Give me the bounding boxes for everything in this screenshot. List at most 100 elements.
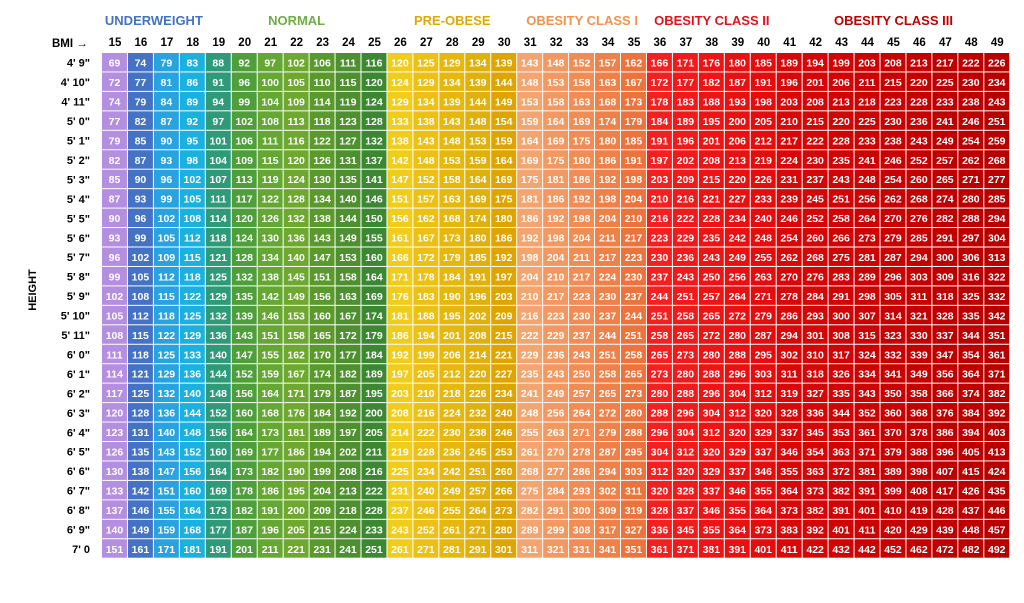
weight-cell: 165 — [309, 325, 335, 344]
weight-cell: 291 — [543, 500, 569, 519]
weight-value: 230 — [443, 427, 461, 439]
weight-cell: 296 — [672, 403, 698, 422]
weight-cell: 242 — [724, 228, 750, 247]
weight-value: 271 — [754, 291, 772, 303]
weight-value: 72 — [109, 77, 121, 89]
weight-cell: 194 — [802, 53, 828, 72]
weight-cell-bg — [153, 266, 179, 286]
weight-value: 99 — [109, 271, 121, 283]
weight-cell: 240 — [750, 208, 776, 228]
weight-cell: 320 — [698, 442, 724, 461]
weight-value: 190 — [443, 291, 461, 303]
weight-cell: 327 — [802, 383, 828, 403]
weight-cell-bg — [102, 325, 127, 344]
weight-value: 181 — [287, 427, 305, 439]
weight-cell-bg — [672, 130, 698, 150]
weight-cell-bg — [231, 169, 257, 189]
weight-value: 132 — [210, 310, 228, 322]
weight-cell-bg — [439, 111, 465, 130]
weight-cell-bg — [750, 169, 776, 189]
weight-value: 117 — [236, 194, 253, 206]
weight-cell: 144 — [205, 364, 231, 383]
weight-cell-bg — [517, 228, 543, 247]
weight-cell: 212 — [750, 130, 776, 150]
weight-value: 178 — [417, 271, 435, 283]
weight-value: 159 — [521, 116, 539, 128]
weight-value: 200 — [729, 116, 747, 128]
weight-cell-bg — [231, 53, 257, 72]
weight-cell-bg — [413, 305, 439, 325]
weight-cell: 432 — [828, 539, 854, 558]
weight-value: 132 — [158, 388, 176, 400]
weight-value: 239 — [780, 194, 798, 206]
height-row-label: 7' 0 — [72, 544, 90, 556]
weight-cell-bg — [283, 111, 309, 130]
weight-cell: 115 — [179, 247, 205, 266]
weight-value: 472 — [936, 544, 954, 556]
weight-value: 322 — [988, 271, 1006, 283]
weight-cell: 209 — [309, 500, 335, 519]
weight-cell: 92 — [231, 53, 257, 72]
weight-cell-bg — [750, 325, 776, 344]
weight-value: 180 — [729, 58, 747, 70]
weight-value: 166 — [651, 58, 669, 70]
weight-cell: 276 — [906, 208, 932, 228]
weight-cell-bg — [309, 325, 335, 344]
weight-cell-bg — [621, 91, 646, 111]
weight-value: 100 — [261, 77, 279, 89]
weight-value: 185 — [469, 252, 487, 264]
weight-value: 104 — [261, 96, 279, 108]
weight-value: 114 — [106, 369, 123, 381]
weight-value: 143 — [313, 233, 331, 245]
weight-value: 186 — [573, 174, 591, 186]
height-row-label: 6' 3" — [67, 408, 90, 420]
weight-cell: 143 — [231, 325, 257, 344]
weight-value: 176 — [703, 58, 721, 70]
weight-value: 218 — [443, 388, 461, 400]
weight-cell: 95 — [179, 130, 205, 150]
weight-cell: 87 — [153, 111, 179, 130]
weight-cell: 136 — [283, 228, 309, 247]
weight-cell: 140 — [102, 519, 127, 539]
weight-cell-bg — [698, 91, 724, 111]
weight-cell-bg — [231, 189, 257, 208]
weight-cell-bg — [153, 208, 179, 228]
weight-cell-bg — [387, 286, 413, 305]
weight-cell: 246 — [413, 500, 439, 519]
weight-value: 134 — [443, 77, 461, 89]
weight-value: 330 — [910, 330, 928, 342]
weight-cell: 373 — [776, 500, 802, 519]
weight-cell: 211 — [257, 539, 283, 558]
weight-cell: 90 — [127, 169, 153, 189]
weight-value: 140 — [339, 194, 357, 206]
weight-cell: 355 — [776, 461, 802, 480]
weight-cell-bg — [698, 286, 724, 305]
weight-cell: 177 — [205, 519, 231, 539]
weight-value: 252 — [910, 155, 928, 167]
weight-cell: 169 — [205, 480, 231, 500]
weight-cell: 321 — [543, 539, 569, 558]
weight-cell: 130 — [309, 169, 335, 189]
weight-cell-bg — [880, 247, 906, 266]
weight-cell-bg — [257, 383, 283, 403]
weight-cell: 226 — [465, 383, 491, 403]
weight-cell-bg — [543, 228, 569, 247]
weight-value: 171 — [391, 271, 409, 283]
weight-value: 335 — [962, 310, 980, 322]
weight-cell-bg — [179, 247, 205, 266]
weight-cell: 192 — [569, 189, 595, 208]
weight-cell-bg — [932, 150, 958, 169]
weight-cell: 401 — [828, 519, 854, 539]
weight-cells: 69 74 79 83 88 92 97 102 106 111 116 120 125 129 134 13… — [102, 53, 1010, 558]
weight-value: 299 — [547, 524, 565, 536]
weight-value: 311 — [625, 485, 642, 497]
weight-value: 337 — [703, 485, 721, 497]
weight-value: 187 — [339, 388, 357, 400]
weight-cell: 126 — [102, 442, 127, 461]
weight-cell: 159 — [517, 111, 543, 130]
weight-cell-bg — [413, 130, 439, 150]
weight-cell: 328 — [672, 480, 698, 500]
weight-value: 118 — [314, 116, 331, 128]
weight-cell: 217 — [569, 266, 595, 286]
weight-value: 251 — [625, 330, 643, 342]
